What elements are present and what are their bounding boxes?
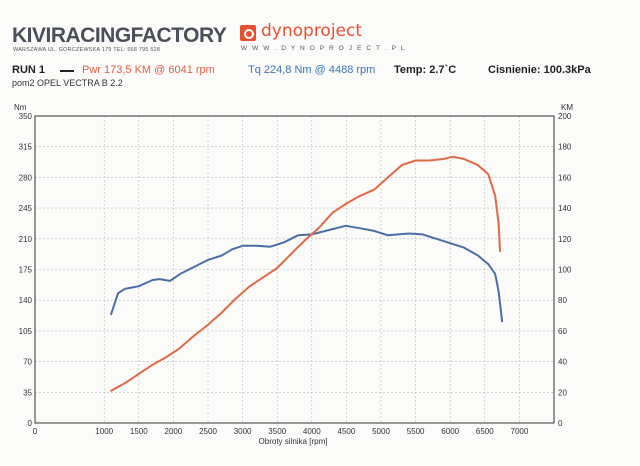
left-tick-label: 350 xyxy=(19,112,33,121)
left-tick-label: 245 xyxy=(19,204,33,213)
right-tick-label: 120 xyxy=(558,235,572,244)
torque-curve xyxy=(110,224,504,323)
x-tick-label: 3000 xyxy=(234,427,252,436)
left-tick-label: 70 xyxy=(23,358,32,367)
left-tick-label: 210 xyxy=(19,235,33,244)
x-tick-label: 6000 xyxy=(441,427,459,436)
x-tick-label: 1000 xyxy=(95,427,113,436)
power-curve xyxy=(110,155,501,392)
dynoproject-wordmark: dynoproject xyxy=(261,21,363,41)
x-tick-label: 7000 xyxy=(511,427,529,436)
x-tick-label: 6500 xyxy=(476,427,494,436)
left-axis-label: Nm xyxy=(14,103,27,112)
ambient-pressure: Cisnienie: 100.3kPa xyxy=(488,64,591,76)
x-tick-label: 4500 xyxy=(338,427,356,436)
x-tick-label: 0 xyxy=(33,427,38,436)
plot-area-border xyxy=(34,115,555,424)
left-tick-label: 0 xyxy=(28,419,33,428)
x-tick-label: 2500 xyxy=(199,427,217,436)
ambient-temperature: Temp: 2.7`C xyxy=(394,64,457,76)
left-axis-ticks: 0 35 70 105 140 175 210 245 280 315 350 xyxy=(19,112,33,428)
left-tick-label: 105 xyxy=(19,327,33,336)
x-tick-label: 5500 xyxy=(407,427,425,436)
run-line-swatch xyxy=(60,70,74,72)
right-tick-label: 140 xyxy=(558,204,572,213)
vehicle-name: pom2 OPEL VECTRA B 2.2 xyxy=(12,78,123,88)
kivi-racing-logo: KIVIRACINGFACTORY xyxy=(12,24,227,47)
run-label: RUN 1 xyxy=(12,64,46,76)
left-tick-label: 280 xyxy=(19,173,33,182)
right-tick-label: 60 xyxy=(558,327,567,336)
right-axis-label: KM xyxy=(561,103,573,112)
right-tick-label: 20 xyxy=(558,388,567,397)
x-tick-label: 3500 xyxy=(268,427,286,436)
right-tick-label: 160 xyxy=(558,173,572,182)
right-tick-label: 100 xyxy=(558,266,572,275)
right-axis-ticks: 0 20 40 60 80 100 120 140 160 180 200 xyxy=(558,112,572,428)
left-tick-label: 140 xyxy=(19,296,33,305)
dynoproject-mark-icon xyxy=(240,25,256,41)
dynoproject-url: W W W . D Y N O P R O J E C T . P L xyxy=(241,45,407,52)
peak-power: Pwr 173,5 KM @ 6041 rpm xyxy=(82,64,215,76)
chart-series xyxy=(110,155,504,392)
right-tick-label: 180 xyxy=(558,143,572,152)
chart-grid xyxy=(35,116,554,423)
left-tick-label: 175 xyxy=(19,266,33,275)
x-axis-label: Obroty silnika [rpm] xyxy=(259,437,328,446)
x-tick-label: 1500 xyxy=(130,427,148,436)
left-tick-label: 315 xyxy=(19,143,33,152)
right-tick-label: 0 xyxy=(558,419,563,428)
kivi-racing-contact: WARSZAWA UL. GORCZEWSKA 179 TEL: 668 795… xyxy=(13,47,161,53)
peak-torque: Tq 224,8 Nm @ 4488 rpm xyxy=(248,64,376,76)
x-axis-ticks: 0 1000 1500 2000 2500 3000 3500 4000 4500 5000 550… xyxy=(33,427,529,436)
report-header: KIVIRACINGFACTORY WARSZAWA UL. GORCZEWSK… xyxy=(0,0,640,92)
left-tick-label: 35 xyxy=(23,388,32,397)
x-tick-label: 4000 xyxy=(303,427,321,436)
right-tick-label: 80 xyxy=(558,296,567,305)
right-tick-label: 40 xyxy=(558,358,567,367)
x-tick-label: 5000 xyxy=(372,427,390,436)
x-tick-label: 2000 xyxy=(165,427,183,436)
right-tick-label: 200 xyxy=(558,112,572,121)
